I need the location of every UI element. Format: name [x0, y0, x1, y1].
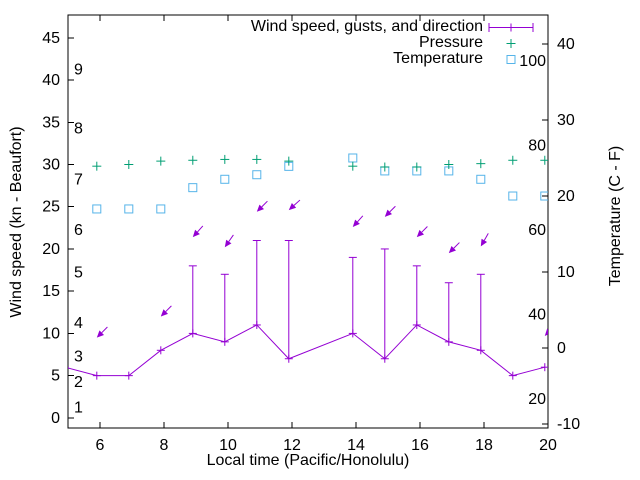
wind-direction-arrow-shaft	[389, 205, 396, 213]
x-tick-label: 16	[411, 437, 429, 454]
wind-direction-arrow-head	[448, 245, 457, 254]
y-left-tick-label: 20	[42, 241, 60, 258]
temperature-point	[188, 183, 198, 193]
temperature-point	[124, 204, 134, 214]
wind-direction-arrow-shaft	[165, 305, 172, 312]
temperature-point	[220, 174, 230, 184]
fahrenheit-scale-label: 20	[528, 391, 546, 408]
beaufort-scale-label: 8	[74, 121, 83, 138]
wind-direction-arrow-head	[160, 309, 169, 317]
x-tick-label: 18	[475, 437, 493, 454]
temperature-point	[92, 204, 102, 214]
legend-item-wind: Wind speed, gusts, and direction	[250, 18, 483, 35]
beaufort-scale-label: 7	[74, 171, 83, 188]
y-left-tick-label: 5	[51, 368, 60, 385]
x-axis-title: Local time (Pacific/Honolulu)	[206, 452, 410, 469]
wind-direction-arrow-shaft	[101, 326, 108, 334]
fahrenheit-scale-label: 80	[528, 137, 546, 154]
beaufort-scale-label: 4	[74, 315, 83, 332]
temperature-point	[252, 170, 262, 180]
beaufort-scale-label: 9	[74, 62, 83, 79]
wind-direction-arrow-head	[288, 203, 297, 211]
y-left-tick-label: 15	[42, 283, 60, 300]
fahrenheit-scale-label: 40	[528, 306, 546, 323]
wind-direction-arrow-head	[192, 229, 200, 238]
x-tick-label: 8	[160, 437, 169, 454]
x-tick-label: 10	[219, 437, 237, 454]
y-left-tick-label: 45	[42, 30, 60, 47]
y-right-tick-label: 10	[557, 264, 575, 281]
wind-direction-arrow-head	[224, 239, 232, 248]
temperature-point	[348, 153, 358, 163]
wind-direction-arrow-shaft	[483, 233, 489, 241]
wind-direction-arrow-head	[480, 238, 488, 247]
x-tick-label: 20	[539, 437, 557, 454]
y-left-tick-label: 10	[42, 325, 60, 342]
y-right-tick-label: 40	[557, 36, 575, 53]
wind-direction-arrow-shaft	[261, 200, 268, 208]
y-right-tick-label: 20	[557, 188, 575, 205]
beaufort-scale-label: 2	[74, 374, 83, 391]
y-left-tick-label: 25	[42, 199, 60, 216]
plot-border	[67, 14, 549, 429]
temperature-point	[156, 204, 166, 214]
wind-direction-arrow-shaft	[421, 226, 428, 233]
wind-direction-arrow-shaft	[453, 242, 460, 249]
wind-direction-arrow-head	[256, 204, 265, 212]
wind-direction-arrow-head	[384, 209, 393, 217]
legend-item-pressure: Pressure	[418, 34, 483, 51]
x-tick-label: 6	[96, 437, 105, 454]
legend: Wind speed, gusts, and direction Pressur…	[251, 19, 483, 67]
wind-speed-line	[68, 324, 545, 377]
y-left-tick-label: 30	[42, 156, 60, 173]
beaufort-scale-label: 3	[74, 349, 83, 366]
y-left-tick-label: 35	[42, 114, 60, 131]
temperature-point	[476, 174, 486, 184]
wind-direction-arrow-head	[96, 330, 105, 338]
y-right-tick-label: -10	[557, 416, 580, 433]
wind-direction-arrow-shaft	[293, 199, 301, 206]
y-left-tick-label: 0	[51, 410, 60, 427]
fahrenheit-scale-label: 60	[528, 222, 546, 239]
wind-direction-arrow-shaft	[197, 225, 204, 233]
fahrenheit-scale-label: 100	[519, 53, 546, 70]
y-right-axis-title: Temperature (C - F)	[607, 145, 624, 287]
legend-item-temperature: Temperature	[393, 50, 483, 67]
wind-direction-arrow-head	[352, 219, 360, 227]
temperature-point	[508, 191, 518, 201]
y-right-tick-label: 0	[557, 340, 566, 357]
wind-direction-arrow-shaft	[228, 234, 234, 242]
series-layer	[68, 153, 554, 380]
y-left-tick-label: 40	[42, 72, 60, 89]
beaufort-scale-label: 6	[74, 222, 83, 239]
wind-direction-arrow-head	[544, 328, 548, 336]
beaufort-scale-label: 5	[74, 264, 83, 281]
temperature-point	[540, 191, 548, 201]
x-tick-label: 14	[347, 437, 365, 454]
wind-direction-arrow-shaft	[549, 325, 554, 331]
beaufort-scale-label: 1	[74, 399, 83, 416]
y-left-axis-title: Wind speed (kn - Beaufort)	[8, 126, 25, 318]
x-tick-label: 12	[283, 437, 301, 454]
wind-direction-arrow-shaft	[357, 215, 364, 223]
wind-direction-arrow-head	[416, 229, 425, 238]
legend-sample-temperature	[506, 55, 516, 64]
y-right-tick-label: 30	[557, 112, 575, 129]
